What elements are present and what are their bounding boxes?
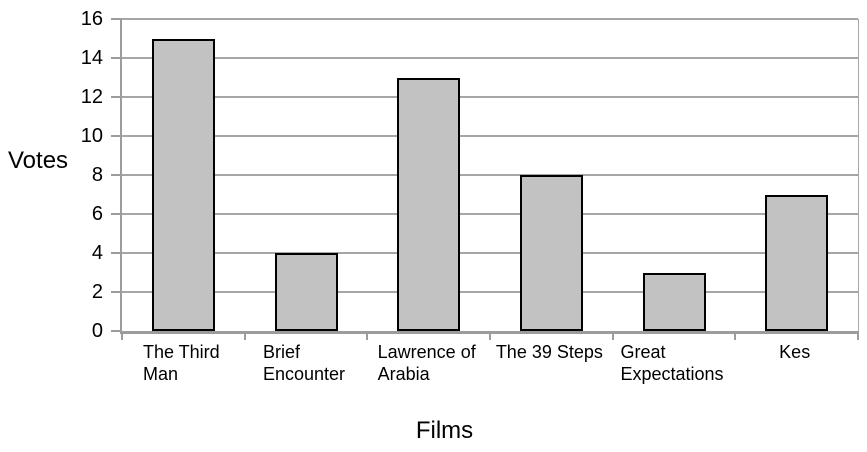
y-tick-label-8: 8 bbox=[91, 164, 103, 186]
x-axis-tick-0 bbox=[121, 331, 123, 340]
y-axis-tick-8 bbox=[111, 174, 122, 176]
y-axis-tick-2 bbox=[111, 291, 122, 293]
category-label-text: Great Expectations bbox=[620, 342, 724, 384]
category-label-text: Kes bbox=[779, 342, 811, 362]
x-axis-tick-3 bbox=[489, 331, 491, 340]
y-tick-label-14: 14 bbox=[80, 47, 103, 69]
x-axis-tick-1 bbox=[243, 331, 246, 340]
y-tick-label-10: 10 bbox=[80, 125, 103, 147]
y-axis-tick-14 bbox=[111, 57, 122, 59]
y-tick-label-4: 4 bbox=[91, 242, 103, 264]
bar-the-third-man bbox=[151, 38, 215, 331]
category-label-the-39-steps: The 39 Steps bbox=[488, 341, 611, 385]
y-tick-label-0: 0 bbox=[91, 320, 103, 342]
category-label-the-third-man: The Third Man bbox=[120, 341, 243, 385]
category-label-great-expectations: Great Expectations bbox=[611, 341, 734, 385]
x-axis-tick-6 bbox=[857, 331, 859, 340]
x-axis-tick-5 bbox=[734, 331, 737, 340]
category-label-text: The Third Man bbox=[142, 342, 220, 384]
gridline-y-6 bbox=[122, 213, 858, 215]
x-axis-title: Films bbox=[415, 417, 474, 444]
gridline-y-10 bbox=[122, 135, 858, 137]
y-axis-tick-10 bbox=[111, 135, 122, 137]
y-axis-tick-4 bbox=[111, 252, 122, 254]
gridline-y-16 bbox=[122, 18, 858, 20]
y-axis-tick-16 bbox=[111, 18, 122, 20]
y-axis-tick-6 bbox=[111, 213, 122, 215]
y-tick-label-12: 12 bbox=[80, 86, 103, 108]
y-axis-tick-0 bbox=[111, 330, 122, 332]
y-tick-label-2: 2 bbox=[91, 281, 103, 303]
category-label-kes: Kes bbox=[733, 341, 856, 385]
category-label-text: Lawrence of Arabia bbox=[377, 342, 476, 384]
gridline-y-4 bbox=[122, 252, 858, 254]
x-axis-tick-2 bbox=[366, 331, 369, 340]
gridline-y-8 bbox=[122, 174, 858, 176]
category-label-text: The 39 Steps bbox=[495, 342, 603, 362]
y-axis-title: Votes bbox=[8, 147, 69, 174]
bar-lawrence-of-arabia bbox=[397, 77, 461, 331]
plot-area bbox=[111, 18, 859, 340]
bar-brief-encounter bbox=[274, 253, 338, 331]
category-label-lawrence-of-arabia: Lawrence of Arabia bbox=[365, 341, 488, 385]
y-axis-tick-12 bbox=[111, 96, 122, 98]
y-tick-label-6: 6 bbox=[91, 203, 103, 225]
y-tick-label-16: 16 bbox=[80, 8, 103, 30]
bar-great-expectations bbox=[642, 272, 706, 331]
category-label-brief-encounter: Brief Encounter bbox=[243, 341, 366, 385]
x-axis-category-labels: The Third Man Brief Encounter Lawrence of Ara… bbox=[120, 341, 856, 385]
bar-the-39-steps bbox=[519, 175, 583, 331]
gridline-y-14 bbox=[122, 57, 858, 59]
gridline-y-2 bbox=[122, 291, 858, 293]
gridline-y-12 bbox=[122, 96, 858, 98]
x-axis-tick-4 bbox=[611, 331, 614, 340]
category-label-text: Brief Encounter bbox=[262, 342, 346, 384]
bar-kes bbox=[765, 194, 829, 331]
